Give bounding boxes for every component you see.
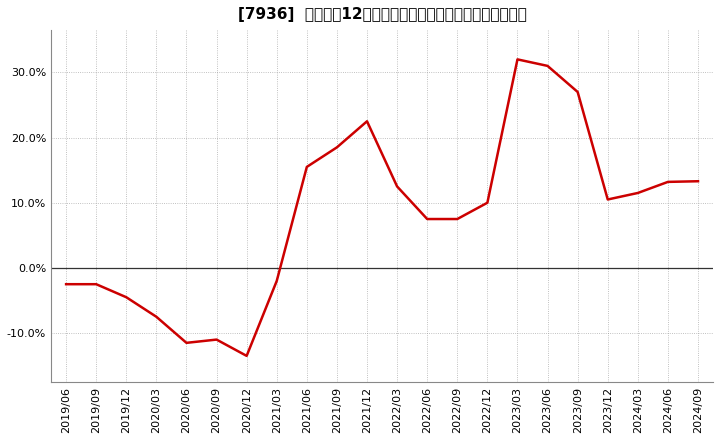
Title: [7936]  売上高の12か月移動合計の対前年同期増減率の推移: [7936] 売上高の12か月移動合計の対前年同期増減率の推移 (238, 7, 526, 22)
